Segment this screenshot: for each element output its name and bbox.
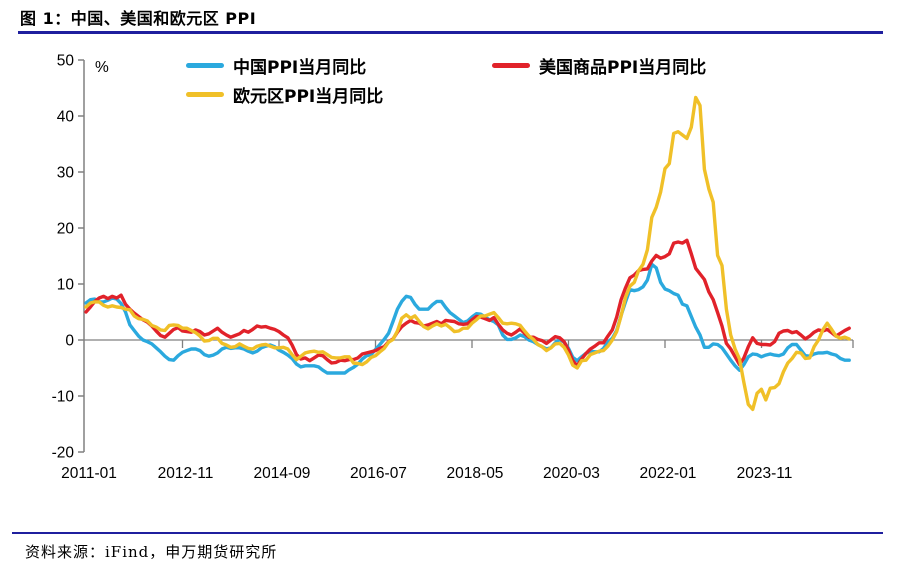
title-divider-line <box>18 31 883 34</box>
legend-label-eurozone: 欧元区PPI当月同比 <box>233 86 384 107</box>
legend-swatch-china-icon <box>186 62 224 68</box>
footer-divider-line <box>12 532 883 534</box>
legend-item-eurozone-ppi: 欧元区PPI当月同比 <box>186 83 384 107</box>
svg-text:2020-03: 2020-03 <box>543 465 600 482</box>
svg-text:2022-01: 2022-01 <box>640 465 697 482</box>
legend-item-china-ppi: 中国PPI当月同比 <box>186 54 367 78</box>
svg-text:-20: -20 <box>52 445 75 462</box>
svg-text:30: 30 <box>57 165 75 182</box>
svg-text:2016-07: 2016-07 <box>350 465 407 482</box>
svg-text:2014-09: 2014-09 <box>254 465 311 482</box>
legend-swatch-us-icon <box>492 62 530 68</box>
legend-label-china: 中国PPI当月同比 <box>233 57 367 78</box>
svg-text:2018-05: 2018-05 <box>447 465 504 482</box>
svg-text:10: 10 <box>57 277 75 294</box>
legend-item-us-ppi: 美国商品PPI当月同比 <box>492 54 707 78</box>
svg-text:40: 40 <box>57 109 75 126</box>
legend-label-us: 美国商品PPI当月同比 <box>539 57 707 78</box>
legend-swatch-eurozone-icon <box>186 91 224 97</box>
svg-text:-10: -10 <box>52 389 75 406</box>
svg-text:2012-11: 2012-11 <box>158 465 214 482</box>
svg-text:20: 20 <box>57 221 75 238</box>
data-source-note: 资料来源：iFind，申万期货研究所 <box>25 543 278 561</box>
figure-title: 图 1：中国、美国和欧元区 PPI <box>20 9 257 28</box>
svg-text:%: % <box>95 59 109 76</box>
svg-text:2023-11: 2023-11 <box>737 465 793 482</box>
svg-text:2011-01: 2011-01 <box>61 465 117 482</box>
chart-svg: 50 40 30 20 10 0 -10 -20 2011-01 2012-11 2014-09 20… <box>52 53 854 482</box>
svg-text:50: 50 <box>57 53 75 70</box>
svg-text:0: 0 <box>65 333 74 350</box>
